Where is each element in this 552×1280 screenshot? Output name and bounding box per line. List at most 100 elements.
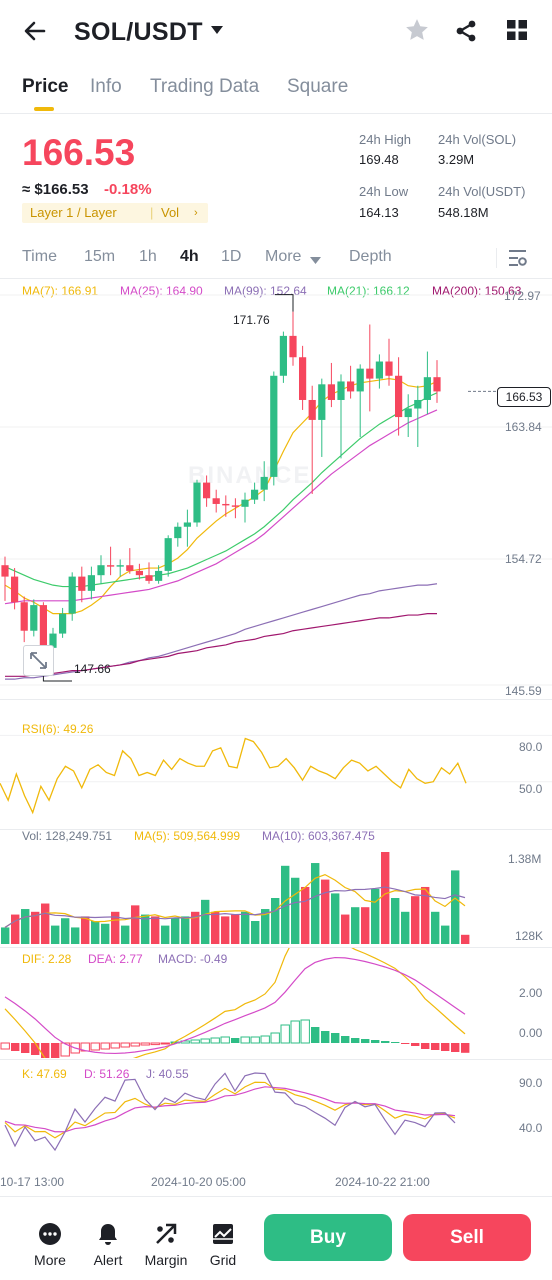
macd-bar	[341, 1036, 350, 1043]
candle	[126, 565, 134, 571]
macd-bar	[451, 1043, 460, 1052]
stat-value: 548.18M	[438, 205, 489, 220]
interval-depth[interactable]: Depth	[349, 248, 392, 265]
time-axis-label: 2024-10-20 05:00	[151, 1175, 246, 1189]
candle	[395, 375, 403, 418]
volume-bar	[341, 914, 350, 944]
volume-bar	[191, 911, 200, 944]
candlestick-chart[interactable]	[0, 280, 552, 700]
candle	[164, 538, 172, 571]
usd-price: ≈ $166.53	[22, 181, 89, 198]
stat-label: 24h High	[359, 132, 412, 147]
volume-bar	[451, 870, 460, 944]
tab-trading-data[interactable]: Trading Data	[150, 76, 260, 97]
stat-value: 169.48	[359, 152, 399, 167]
grid-menu-icon[interactable]	[506, 19, 528, 46]
candle	[39, 605, 47, 648]
macd-bar	[331, 1033, 340, 1043]
macd-bar	[41, 1043, 50, 1058]
sector-tag[interactable]: Layer 1 / Layer | Vol ›	[22, 203, 208, 223]
kdj-axis-label: 90.0	[519, 1076, 543, 1090]
volume-bar	[1, 927, 10, 944]
volume-bar	[241, 911, 250, 944]
interval-1h[interactable]: 1h	[139, 248, 157, 265]
bottom-grid-button[interactable]: Grid	[193, 1216, 253, 1268]
interval-1d[interactable]: 1D	[221, 248, 242, 265]
volume-bar	[161, 925, 170, 944]
volume-bar	[281, 865, 290, 944]
candle	[222, 503, 230, 506]
grid-bot-icon	[213, 1224, 233, 1244]
candle	[49, 633, 57, 648]
candle	[231, 505, 239, 507]
bottom-alert-button[interactable]: Alert	[78, 1216, 138, 1268]
volume-bar	[141, 914, 150, 944]
sell-button[interactable]: Sell	[403, 1214, 531, 1261]
volume-bar	[361, 907, 370, 944]
favorite-star-icon[interactable]	[404, 17, 430, 50]
macd-bar	[351, 1038, 360, 1043]
kdj-chart[interactable]	[0, 1060, 552, 1175]
price-change: -0.18%	[104, 181, 152, 198]
last-price-marker: 166.53	[497, 387, 551, 407]
tab-price[interactable]: Price	[22, 76, 69, 97]
dif-line	[4, 948, 466, 1058]
bottom-nav-label: Margin	[144, 1252, 188, 1268]
back-arrow-icon[interactable]	[22, 18, 48, 48]
active-tab-indicator	[34, 107, 54, 111]
share-icon[interactable]	[454, 19, 478, 48]
volume-bar	[441, 925, 450, 944]
interval-more[interactable]: More	[265, 248, 302, 265]
rsi-chart[interactable]	[0, 700, 552, 830]
macd-bar	[311, 1027, 320, 1043]
macd-bar	[371, 1040, 380, 1043]
chart-settings-icon[interactable]	[508, 249, 528, 272]
interval-15m[interactable]: 15m	[84, 248, 116, 265]
vol-ma5-label: MA(5): 509,564.999	[134, 829, 241, 843]
candle	[116, 565, 124, 567]
expand-chart-icon[interactable]	[23, 645, 54, 676]
price-axis-label: 163.84	[505, 420, 542, 434]
interval-time[interactable]: Time	[22, 248, 57, 265]
bell-icon	[99, 1224, 117, 1245]
volume-chart[interactable]	[0, 845, 552, 945]
macd-bar	[240, 1036, 250, 1044]
buy-button[interactable]: Buy	[264, 1214, 392, 1261]
candle	[145, 575, 153, 581]
candle	[30, 605, 38, 631]
bottom-more-button[interactable]: More	[20, 1216, 80, 1268]
candle	[260, 476, 268, 490]
bottom-margin-button[interactable]: Margin	[136, 1216, 196, 1268]
volume-bar	[101, 923, 110, 944]
macd-bar	[0, 1042, 10, 1050]
volume-bar	[261, 909, 270, 944]
macd-bar	[200, 1038, 210, 1044]
volume-bar	[431, 911, 440, 944]
macd-bar	[100, 1042, 110, 1050]
volume-bar	[201, 899, 210, 944]
tag-label: Layer 1 / Layer	[30, 205, 117, 220]
macd-bar	[21, 1043, 30, 1053]
volume-bar	[321, 879, 330, 944]
candle	[174, 526, 182, 539]
macd-bar	[51, 1043, 60, 1058]
more-dots-icon	[39, 1223, 61, 1245]
candle	[337, 381, 345, 400]
top-bar: SOL/USDT	[0, 0, 552, 64]
dea-label: DEA: 2.77	[88, 952, 143, 966]
caret-down-icon[interactable]	[210, 22, 224, 40]
volume-bar	[381, 852, 390, 944]
tab-info[interactable]: Info	[90, 76, 122, 97]
interval-4h[interactable]: 4h	[180, 248, 199, 265]
rsi-label: RSI(6): 49.26	[22, 722, 94, 736]
candle	[183, 522, 191, 527]
volume-bar	[221, 916, 230, 944]
tab-square[interactable]: Square	[287, 76, 349, 97]
macd-chart[interactable]	[0, 948, 552, 1058]
vol-ma5-line	[4, 873, 466, 928]
ma-line	[4, 409, 438, 605]
pair-selector[interactable]: SOL/USDT	[74, 18, 203, 46]
macd-bar	[31, 1043, 40, 1055]
candle	[87, 575, 95, 591]
candle	[423, 377, 431, 400]
